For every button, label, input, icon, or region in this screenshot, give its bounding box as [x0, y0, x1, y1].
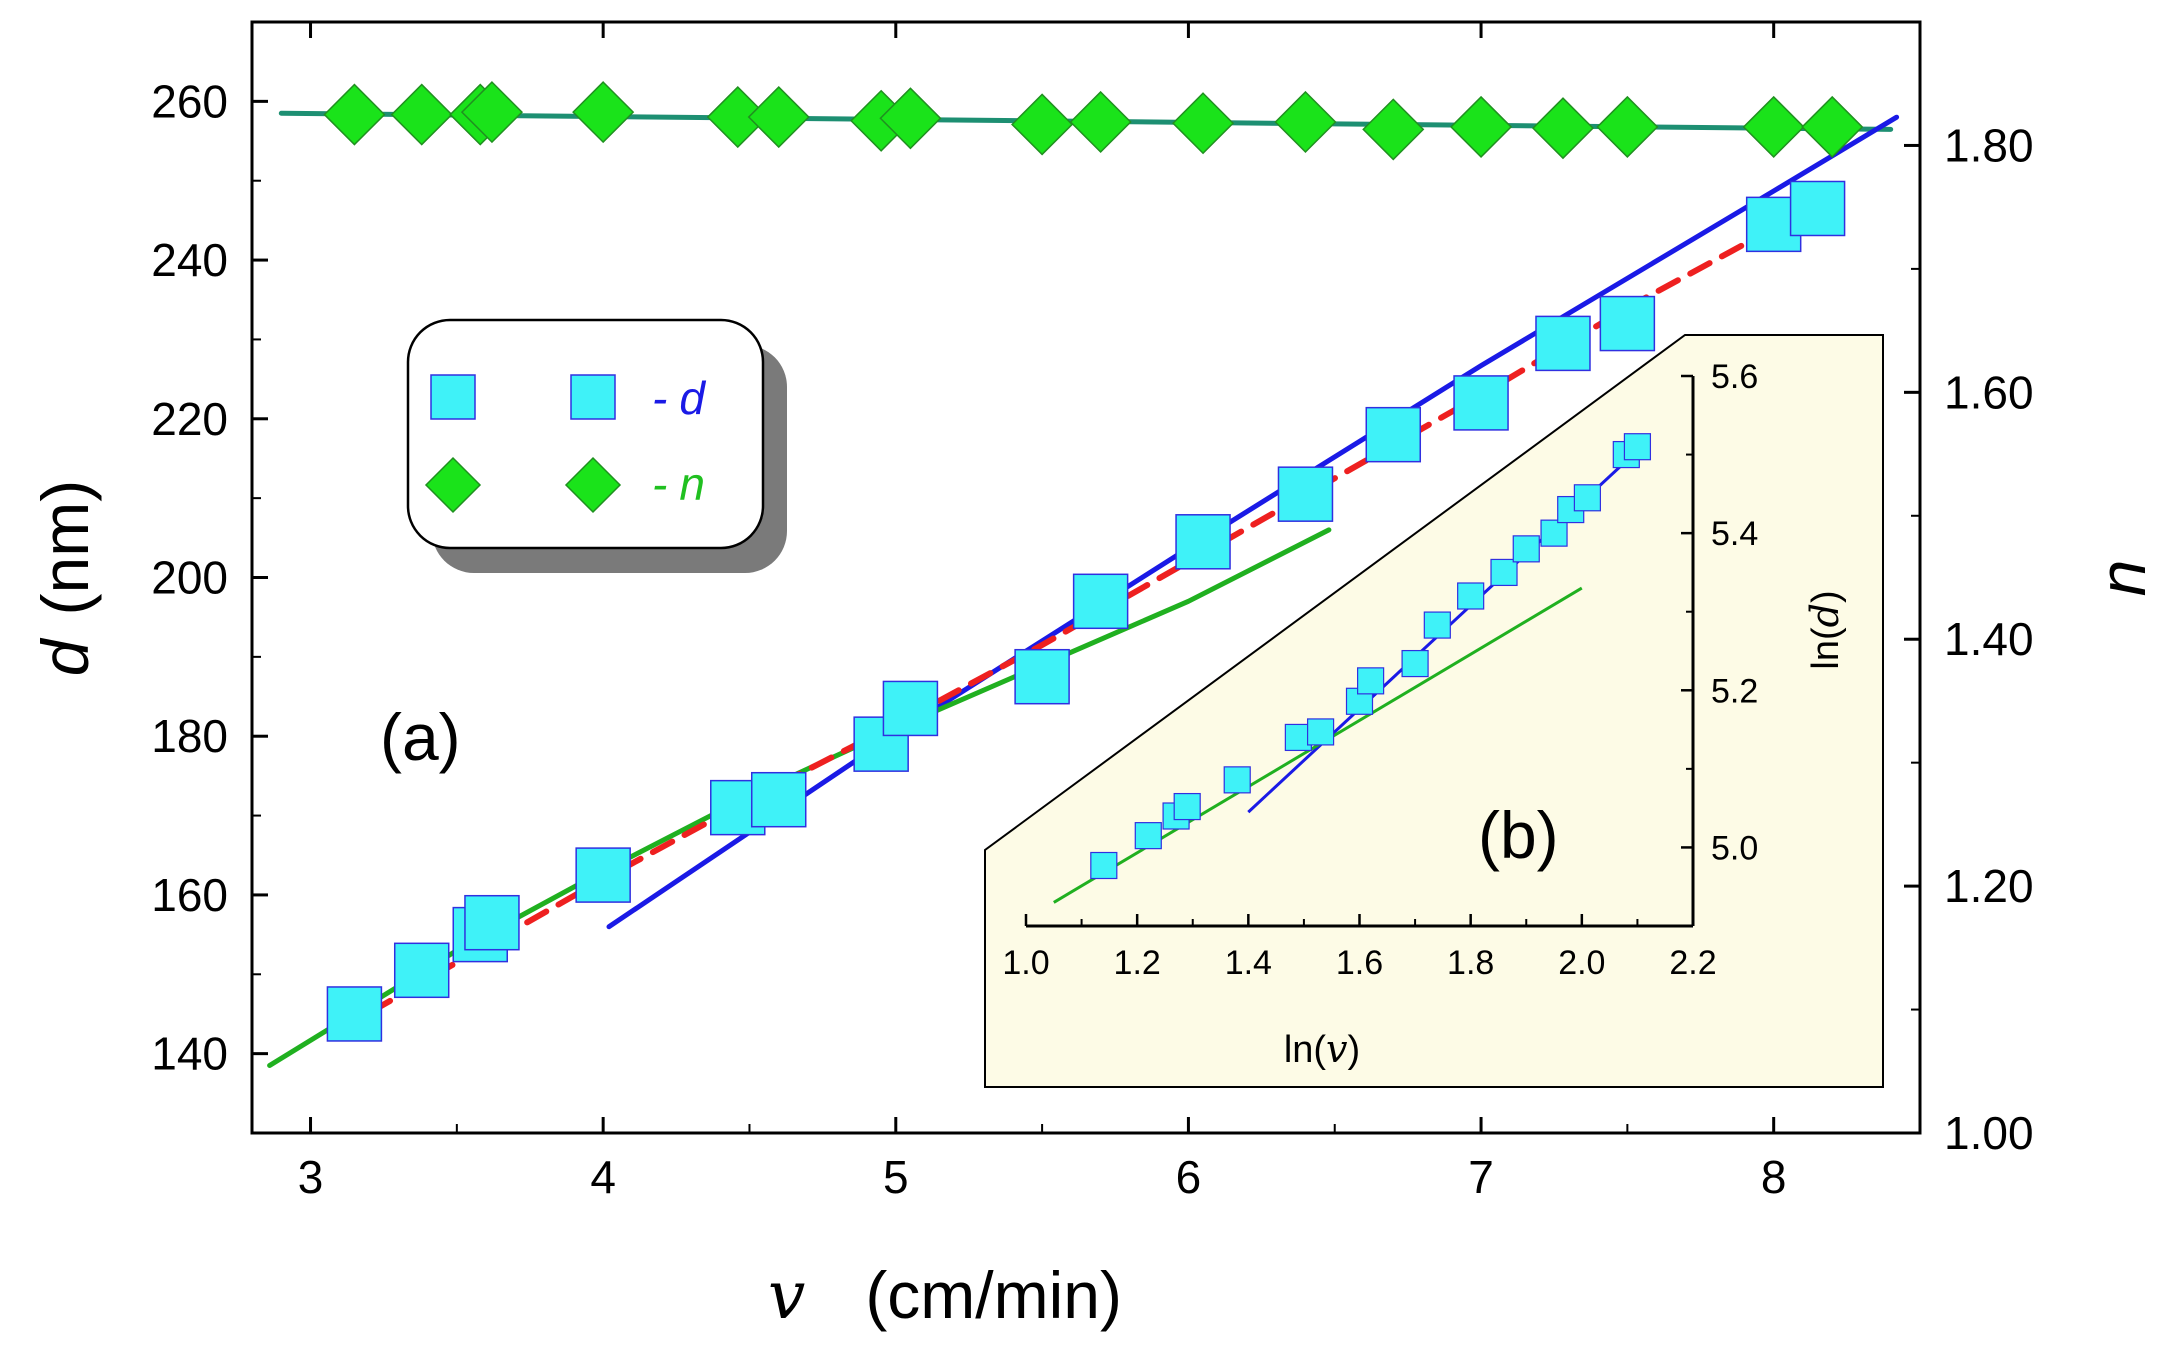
inset-ln-d-point: [1512, 535, 1540, 563]
inset-ln-d-point: [1306, 718, 1335, 746]
inset-x-tick-label: 1.0: [1002, 944, 1049, 982]
y-tick-label: 260: [151, 75, 228, 127]
n-point: [1742, 95, 1805, 158]
y2-tick-label: 1.60: [1944, 366, 2034, 418]
n-point: [460, 81, 524, 144]
x-tick-label: 5: [883, 1151, 909, 1203]
d-point: [1072, 573, 1129, 630]
n-point: [572, 81, 635, 144]
inset-ln-d-point: [1401, 649, 1429, 678]
inset-ln-d-point: [1540, 519, 1568, 547]
inset-panel: 1.0 1.2 1.4 1.6 1.8 2.0 2.2 5.0 5.2 5.4 5.6 (b) ln…: [984, 334, 1884, 1088]
d-point: [1277, 466, 1334, 522]
d-point: [1789, 180, 1846, 237]
x-axis-label: v (cm/min): [768, 1257, 1122, 1334]
inset-ln-d-point: [1173, 792, 1201, 821]
n-point: [323, 83, 386, 146]
inset-x-axis-label: ln(v): [1284, 1027, 1360, 1071]
y2-tick-label: 1.80: [1944, 119, 2034, 171]
n-point: [747, 85, 810, 149]
panel-label-a: (a): [380, 700, 461, 774]
data-markers: [323, 81, 1864, 1042]
inset-y-tick-label: 5.0: [1711, 829, 1758, 867]
inset-y-tick-label: 5.4: [1711, 515, 1758, 553]
legend: -d -n: [406, 318, 787, 573]
y-tick-label: 160: [151, 869, 228, 921]
inset-ln-d-point: [1573, 484, 1601, 512]
n-point: [1801, 95, 1864, 158]
legend-label-n: -n: [652, 458, 705, 510]
inset-x-tick-label: 2.2: [1669, 944, 1716, 982]
d-point: [1599, 295, 1656, 352]
panel-label-b: (b): [1478, 798, 1559, 872]
inset-background: [984, 334, 1884, 1088]
x-tick-label: 6: [1176, 1151, 1202, 1203]
inset-y-tick-label: 5.2: [1711, 672, 1758, 710]
axes: 3 4 5 6 7 8 140 160 180 200 220 240 260 1.00 1.20 1.40 1…: [151, 22, 2034, 1203]
n-point: [1449, 95, 1513, 158]
d-point: [393, 942, 450, 999]
d-point: [464, 894, 520, 951]
n-point: [1274, 90, 1337, 154]
d-point: [1535, 315, 1591, 372]
legend-diamond-marker: [424, 456, 482, 514]
y2-tick-label: 1.20: [1944, 860, 2034, 912]
n-point: [1362, 98, 1425, 161]
legend-diamond-marker: [564, 456, 622, 514]
inset-ln-d-point: [1423, 611, 1451, 639]
inset-x-tick-label: 1.6: [1336, 944, 1383, 982]
inset-ln-d-point: [1223, 766, 1251, 794]
legend-label-d: -d: [652, 372, 706, 424]
n-point: [1069, 90, 1132, 154]
n-point: [1531, 97, 1595, 160]
d-point: [750, 771, 807, 828]
d-point: [1365, 406, 1422, 463]
y-tick-label: 200: [151, 552, 228, 604]
inset-x-tick-label: 1.2: [1114, 944, 1161, 982]
d-point: [882, 680, 939, 737]
y-axis-label: d(nm): [28, 480, 102, 676]
inset-x-tick-label: 2.0: [1558, 944, 1605, 982]
x-tick-label: 7: [1468, 1151, 1494, 1203]
y-tick-label: 220: [151, 393, 228, 445]
n-point: [390, 83, 453, 146]
inset-y-axis-label: ln(d): [1803, 590, 1847, 669]
inset-y-tick-label: 5.6: [1711, 358, 1758, 396]
d-point: [1014, 648, 1070, 705]
d-point: [1175, 514, 1231, 570]
y2-tick-label: 1.40: [1944, 613, 2034, 665]
legend-box: [406, 318, 765, 550]
inset-ln-d-point: [1490, 558, 1518, 587]
n-point: [1596, 95, 1659, 158]
inset-ln-d-point: [1134, 822, 1162, 850]
inset-x-tick-label: 1.8: [1447, 944, 1494, 982]
inset-ln-d-point: [1357, 667, 1385, 695]
blue-fit-line: [606, 114, 1900, 930]
y-tick-label: 140: [151, 1028, 228, 1080]
y-tick-label: 180: [151, 710, 228, 762]
n-point: [879, 87, 942, 150]
y-tick-label: 240: [151, 234, 228, 286]
inset-ln-d-point: [1623, 433, 1652, 461]
inset-ln-d-point: [1457, 582, 1485, 610]
legend-square-marker: [570, 374, 616, 420]
x-tick-label: 3: [298, 1151, 324, 1203]
y2-axis-label: n: [2085, 560, 2159, 597]
n-point: [1171, 92, 1235, 155]
inset-x-tick-label: 1.4: [1225, 944, 1272, 982]
d-point: [575, 847, 631, 903]
legend-square-marker: [430, 374, 476, 420]
n-point: [1011, 93, 1074, 156]
y2-tick-label: 1.00: [1944, 1107, 2034, 1159]
d-point: [326, 986, 383, 1042]
x-tick-label: 8: [1761, 1151, 1787, 1203]
d-point: [1453, 375, 1509, 431]
inset-ln-d-point: [1090, 851, 1118, 880]
x-tick-label: 4: [590, 1151, 616, 1203]
